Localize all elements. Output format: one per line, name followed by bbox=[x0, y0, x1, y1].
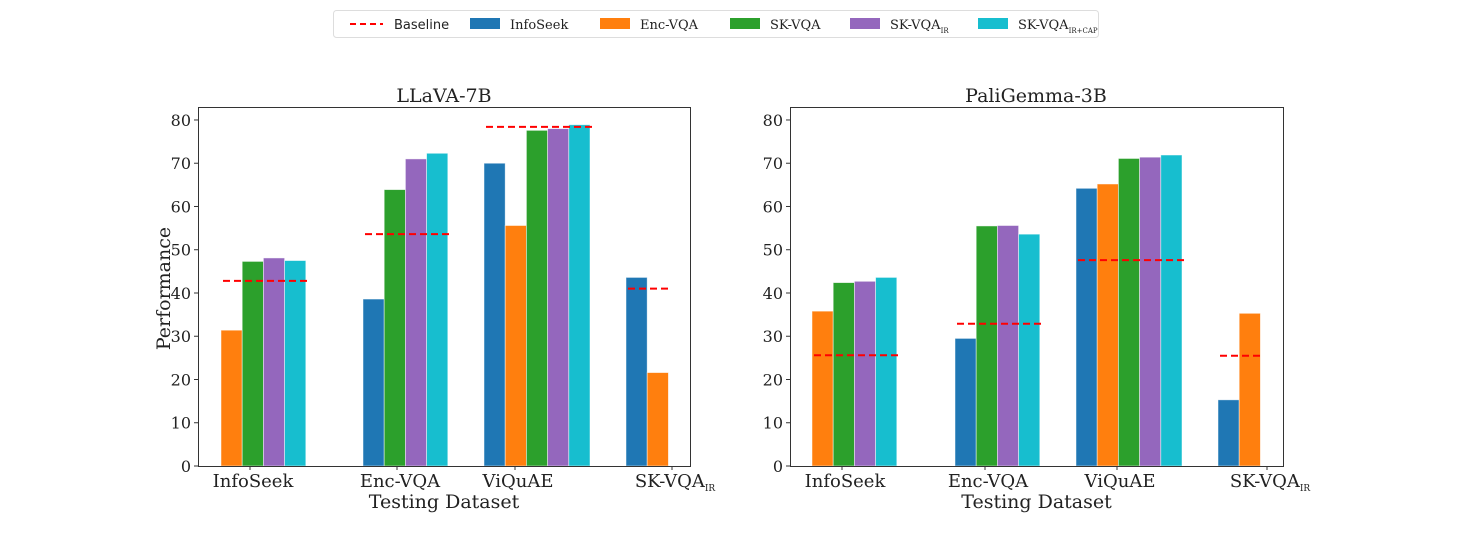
bar-viquae-series-2 bbox=[1118, 158, 1141, 467]
y-tick-label: 80 bbox=[763, 111, 783, 130]
bar-infoseek-series-1 bbox=[811, 310, 834, 467]
bar-infoseek-series-4 bbox=[875, 277, 898, 467]
legend-frame bbox=[333, 10, 1099, 38]
chart-paligemma-3b: InfoSeek Enc-VQA ViQuAE SK-VQAIR 0 10 20 30 40 50… bbox=[763, 85, 1311, 513]
x-tick-label-subscript: IR bbox=[705, 484, 716, 494]
bar-enc-vqa-series-4 bbox=[426, 152, 449, 467]
y-tick-label: 20 bbox=[763, 370, 783, 389]
bar-enc-vqa-series-2 bbox=[975, 225, 998, 467]
bar-infoseek-series-3 bbox=[262, 257, 285, 467]
x-tick-label: Enc-VQA bbox=[948, 471, 1029, 492]
x-tick-label-text: InfoSeek bbox=[213, 471, 295, 492]
y-tick-label: 40 bbox=[763, 284, 783, 303]
legend-label-3: SK-VQAIR bbox=[890, 18, 949, 35]
x-axis-label: Testing Dataset bbox=[369, 491, 520, 513]
y-tick-label: 60 bbox=[763, 197, 783, 216]
y-tick-label: 10 bbox=[763, 414, 783, 433]
bar-enc-vqa-series-0 bbox=[954, 338, 977, 467]
bar-viquae-series-2 bbox=[526, 129, 549, 467]
y-tick-label: 70 bbox=[171, 154, 191, 173]
y-tick-label: 70 bbox=[763, 154, 783, 173]
legend-label-1-text: Enc-VQA bbox=[640, 18, 699, 33]
legend-swatch-1 bbox=[600, 18, 630, 29]
chart-llava-7b: InfoSeek Enc-VQA ViQuAE SK-VQAIR 0 10 20 30 40 50… bbox=[153, 85, 715, 513]
bar-sk-vqa-series-0 bbox=[625, 277, 648, 467]
bar-viquae-series-3 bbox=[1139, 156, 1162, 467]
bar-viquae-series-0 bbox=[483, 162, 506, 467]
bar-infoseek-series-3 bbox=[854, 280, 877, 467]
legend-baseline-label: Baseline bbox=[394, 18, 449, 33]
legend-label-4-subscript: IR+CAP bbox=[1069, 27, 1098, 35]
x-tick-label-text: Enc-VQA bbox=[360, 471, 441, 492]
x-axis-label: Testing Dataset bbox=[961, 491, 1112, 513]
legend-swatch-0 bbox=[470, 18, 500, 29]
bar-infoseek-series-1 bbox=[220, 329, 243, 467]
axes-frame bbox=[790, 107, 1284, 467]
legend-swatch-3 bbox=[850, 18, 880, 29]
legend: Baseline InfoSeek Enc-VQA SK-VQA SK-VQAIR SK-… bbox=[333, 10, 1099, 38]
legend-label-0-text: InfoSeek bbox=[510, 18, 568, 33]
bar-viquae-series-3 bbox=[547, 128, 570, 467]
chart-title: LLaVA-7B bbox=[396, 85, 491, 107]
x-tick-label-text: InfoSeek bbox=[805, 471, 887, 492]
y-tick-label: 30 bbox=[763, 327, 783, 346]
y-tick-label: 40 bbox=[171, 284, 191, 303]
legend-label-4: SK-VQAIR+CAP bbox=[1018, 18, 1098, 35]
y-tick-label: 20 bbox=[171, 370, 191, 389]
bar-infoseek-series-4 bbox=[284, 260, 307, 467]
x-tick-label: ViQuAE bbox=[1084, 471, 1156, 492]
y-tick-label: 0 bbox=[773, 457, 783, 476]
x-tick-label: InfoSeek bbox=[213, 471, 295, 492]
bar-infoseek-series-2 bbox=[241, 261, 264, 467]
bar-enc-vqa-series-2 bbox=[383, 189, 406, 467]
x-tick-label-text: Enc-VQA bbox=[948, 471, 1029, 492]
x-tick-label-text: SK-VQA bbox=[635, 471, 706, 492]
legend-label-1: Enc-VQA bbox=[640, 18, 699, 33]
legend-label-2-text: SK-VQA bbox=[770, 18, 821, 33]
x-tick-label: ViQuAE bbox=[482, 471, 554, 492]
x-tick-label: SK-VQAIR bbox=[1230, 471, 1311, 494]
legend-swatch-4 bbox=[978, 18, 1008, 29]
bar-infoseek-series-2 bbox=[832, 282, 855, 467]
x-tick-label-subscript: IR bbox=[1300, 484, 1311, 494]
bar-viquae-series-4 bbox=[1160, 154, 1183, 467]
bar-enc-vqa-series-3 bbox=[997, 225, 1020, 467]
legend-label-3-subscript: IR bbox=[941, 27, 950, 35]
legend-label-2: SK-VQA bbox=[770, 18, 821, 33]
y-tick-label: 0 bbox=[181, 457, 191, 476]
y-axis-label: Performance bbox=[153, 227, 175, 350]
bar-sk-vqa-series-0 bbox=[1217, 399, 1240, 467]
bar-enc-vqa-series-0 bbox=[362, 298, 385, 467]
bar-enc-vqa-series-4 bbox=[1018, 233, 1041, 467]
bar-sk-vqa-series-1 bbox=[1238, 312, 1261, 467]
chart-title: PaliGemma-3B bbox=[965, 85, 1107, 107]
legend-label-3-text: SK-VQA bbox=[890, 18, 941, 33]
x-tick-label: InfoSeek bbox=[805, 471, 887, 492]
x-tick-label-text: SK-VQA bbox=[1230, 471, 1301, 492]
y-tick-label: 50 bbox=[171, 241, 191, 260]
y-tick-label: 50 bbox=[763, 241, 783, 260]
legend-label-4-text: SK-VQA bbox=[1018, 18, 1069, 33]
bar-viquae-series-1 bbox=[504, 225, 527, 467]
y-tick-label: 80 bbox=[171, 111, 191, 130]
y-tick-label: 60 bbox=[171, 197, 191, 216]
x-tick-label-text: ViQuAE bbox=[1084, 471, 1156, 492]
y-tick-label: 30 bbox=[171, 327, 191, 346]
x-tick-label-text: ViQuAE bbox=[482, 471, 554, 492]
legend-label-0: InfoSeek bbox=[510, 18, 568, 33]
legend-swatch-2 bbox=[730, 18, 760, 29]
bar-sk-vqa-series-1 bbox=[646, 372, 669, 467]
bar-viquae-series-1 bbox=[1096, 183, 1119, 467]
bar-viquae-series-4 bbox=[568, 124, 591, 467]
y-tick-label: 10 bbox=[171, 414, 191, 433]
x-tick-label: Enc-VQA bbox=[360, 471, 441, 492]
x-tick-label: SK-VQAIR bbox=[635, 471, 716, 494]
axes-frame bbox=[198, 107, 691, 467]
bar-viquae-series-0 bbox=[1075, 187, 1098, 467]
bar-enc-vqa-series-3 bbox=[404, 158, 427, 467]
